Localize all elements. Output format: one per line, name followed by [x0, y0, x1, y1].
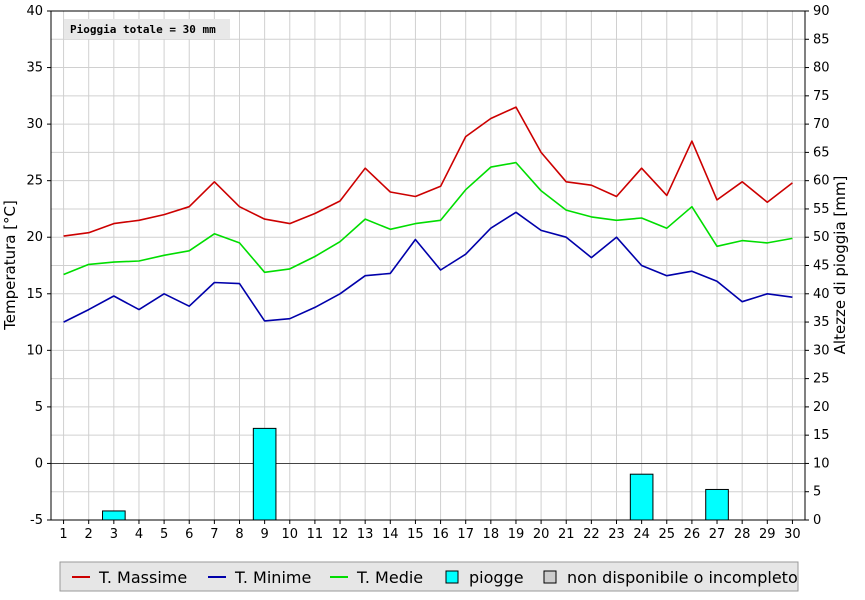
x-tick-label: 8	[235, 527, 243, 542]
x-tick-label: 16	[432, 527, 449, 542]
x-tick-label: 6	[185, 527, 193, 542]
y-right-tick-label: 50	[813, 230, 830, 245]
rain-bar	[252, 427, 277, 521]
x-tick-label: 26	[684, 527, 701, 542]
y-left-tick-label: 40	[26, 4, 43, 19]
y-right-tick-label: 85	[813, 32, 830, 47]
y-right-tick-label: 20	[813, 400, 830, 415]
y-left-tick-label: -5	[30, 513, 43, 528]
legend-label: T. Medie	[356, 568, 423, 587]
x-tick-label: 28	[734, 527, 751, 542]
y-left-tick-label: 30	[26, 117, 43, 132]
x-tick-label: 19	[508, 527, 525, 542]
legend-frame	[59, 561, 799, 592]
x-tick-label: 29	[759, 527, 776, 542]
x-tick-label: 18	[483, 527, 500, 542]
x-tick-label: 3	[110, 527, 118, 542]
x-tick-label: 12	[332, 527, 349, 542]
x-tick-label: 10	[281, 527, 298, 542]
x-tick-label: 2	[85, 527, 93, 542]
tick-labels: -505101520253035400510152025303540455055…	[26, 4, 829, 542]
x-tick-label: 27	[709, 527, 726, 542]
rain-bar	[705, 488, 729, 521]
y-right-tick-label: 65	[813, 145, 830, 160]
grid	[51, 10, 805, 521]
y-right-tick-label: 45	[813, 259, 830, 274]
y-right-tick-label: 70	[813, 117, 830, 132]
y-left-tick-label: 10	[26, 343, 43, 358]
x-tick-label: 22	[583, 527, 600, 542]
y-right-tick-label: 60	[813, 174, 830, 189]
y-left-tick-label: 15	[26, 287, 43, 302]
y-right-tick-label: 25	[813, 372, 830, 387]
y-right-tick-label: 55	[813, 202, 830, 217]
y-right-tick-label: 0	[813, 513, 821, 528]
x-tick-label: 4	[135, 527, 143, 542]
x-tick-label: 25	[658, 527, 675, 542]
x-tick-label: 1	[59, 527, 67, 542]
y-left-tick-label: 25	[26, 174, 43, 189]
x-tick-label: 15	[407, 527, 424, 542]
x-tick-label: 5	[160, 527, 168, 542]
y-axis-right-title: Altezze di pioggia [mm]	[831, 176, 849, 355]
total-rain-annotation: Pioggia totale = 30 mm	[64, 19, 230, 39]
x-tick-label: 30	[784, 527, 801, 542]
series-line-2	[63, 161, 793, 276]
x-tick-label: 20	[533, 527, 550, 542]
y-left-tick-label: 20	[26, 230, 43, 245]
series-line-1	[63, 211, 793, 323]
legend-label: non disponibile o incompleto	[567, 568, 798, 587]
y-right-tick-label: 5	[813, 485, 821, 500]
x-tick-label: 11	[307, 527, 324, 542]
y-left-tick-label: 5	[35, 400, 43, 415]
rain-bar	[629, 473, 654, 521]
y-axis-left-title: Temperatura [°C]	[1, 200, 19, 331]
legend-label: piogge	[469, 568, 524, 587]
x-tick-label: 14	[382, 527, 399, 542]
total-rain-text: Pioggia totale = 30 mm	[70, 23, 216, 36]
y-right-tick-label: 40	[813, 287, 830, 302]
y-right-tick-label: 30	[813, 343, 830, 358]
legend-swatch-box	[445, 570, 459, 584]
x-tick-label: 9	[260, 527, 268, 542]
x-tick-label: 21	[558, 527, 575, 542]
y-left-tick-label: 35	[26, 61, 43, 76]
axes	[47, 10, 809, 524]
y-right-tick-label: 15	[813, 428, 830, 443]
temperature-lines	[63, 106, 793, 323]
rain-bars	[102, 427, 729, 521]
y-right-tick-label: 10	[813, 456, 830, 471]
x-tick-label: 7	[210, 527, 218, 542]
y-right-tick-label: 35	[813, 315, 830, 330]
y-right-tick-label: 90	[813, 4, 830, 19]
y-right-tick-label: 75	[813, 89, 830, 104]
y-left-tick-label: 0	[35, 456, 43, 471]
y-right-tick-label: 80	[813, 61, 830, 76]
x-tick-label: 17	[457, 527, 474, 542]
total-rain-box	[64, 19, 230, 39]
legend-swatch-box	[543, 570, 557, 584]
series-line-0	[63, 106, 793, 237]
legend: T. Massime T. Minime T. Medie piogge non dis…	[59, 561, 799, 592]
x-tick-label: 23	[608, 527, 625, 542]
x-tick-label: 13	[357, 527, 374, 542]
legend-label: T. Minime	[234, 568, 311, 587]
rain-bar	[102, 510, 126, 521]
x-tick-label: 24	[633, 527, 650, 542]
legend-label: T. Massime	[98, 568, 187, 587]
